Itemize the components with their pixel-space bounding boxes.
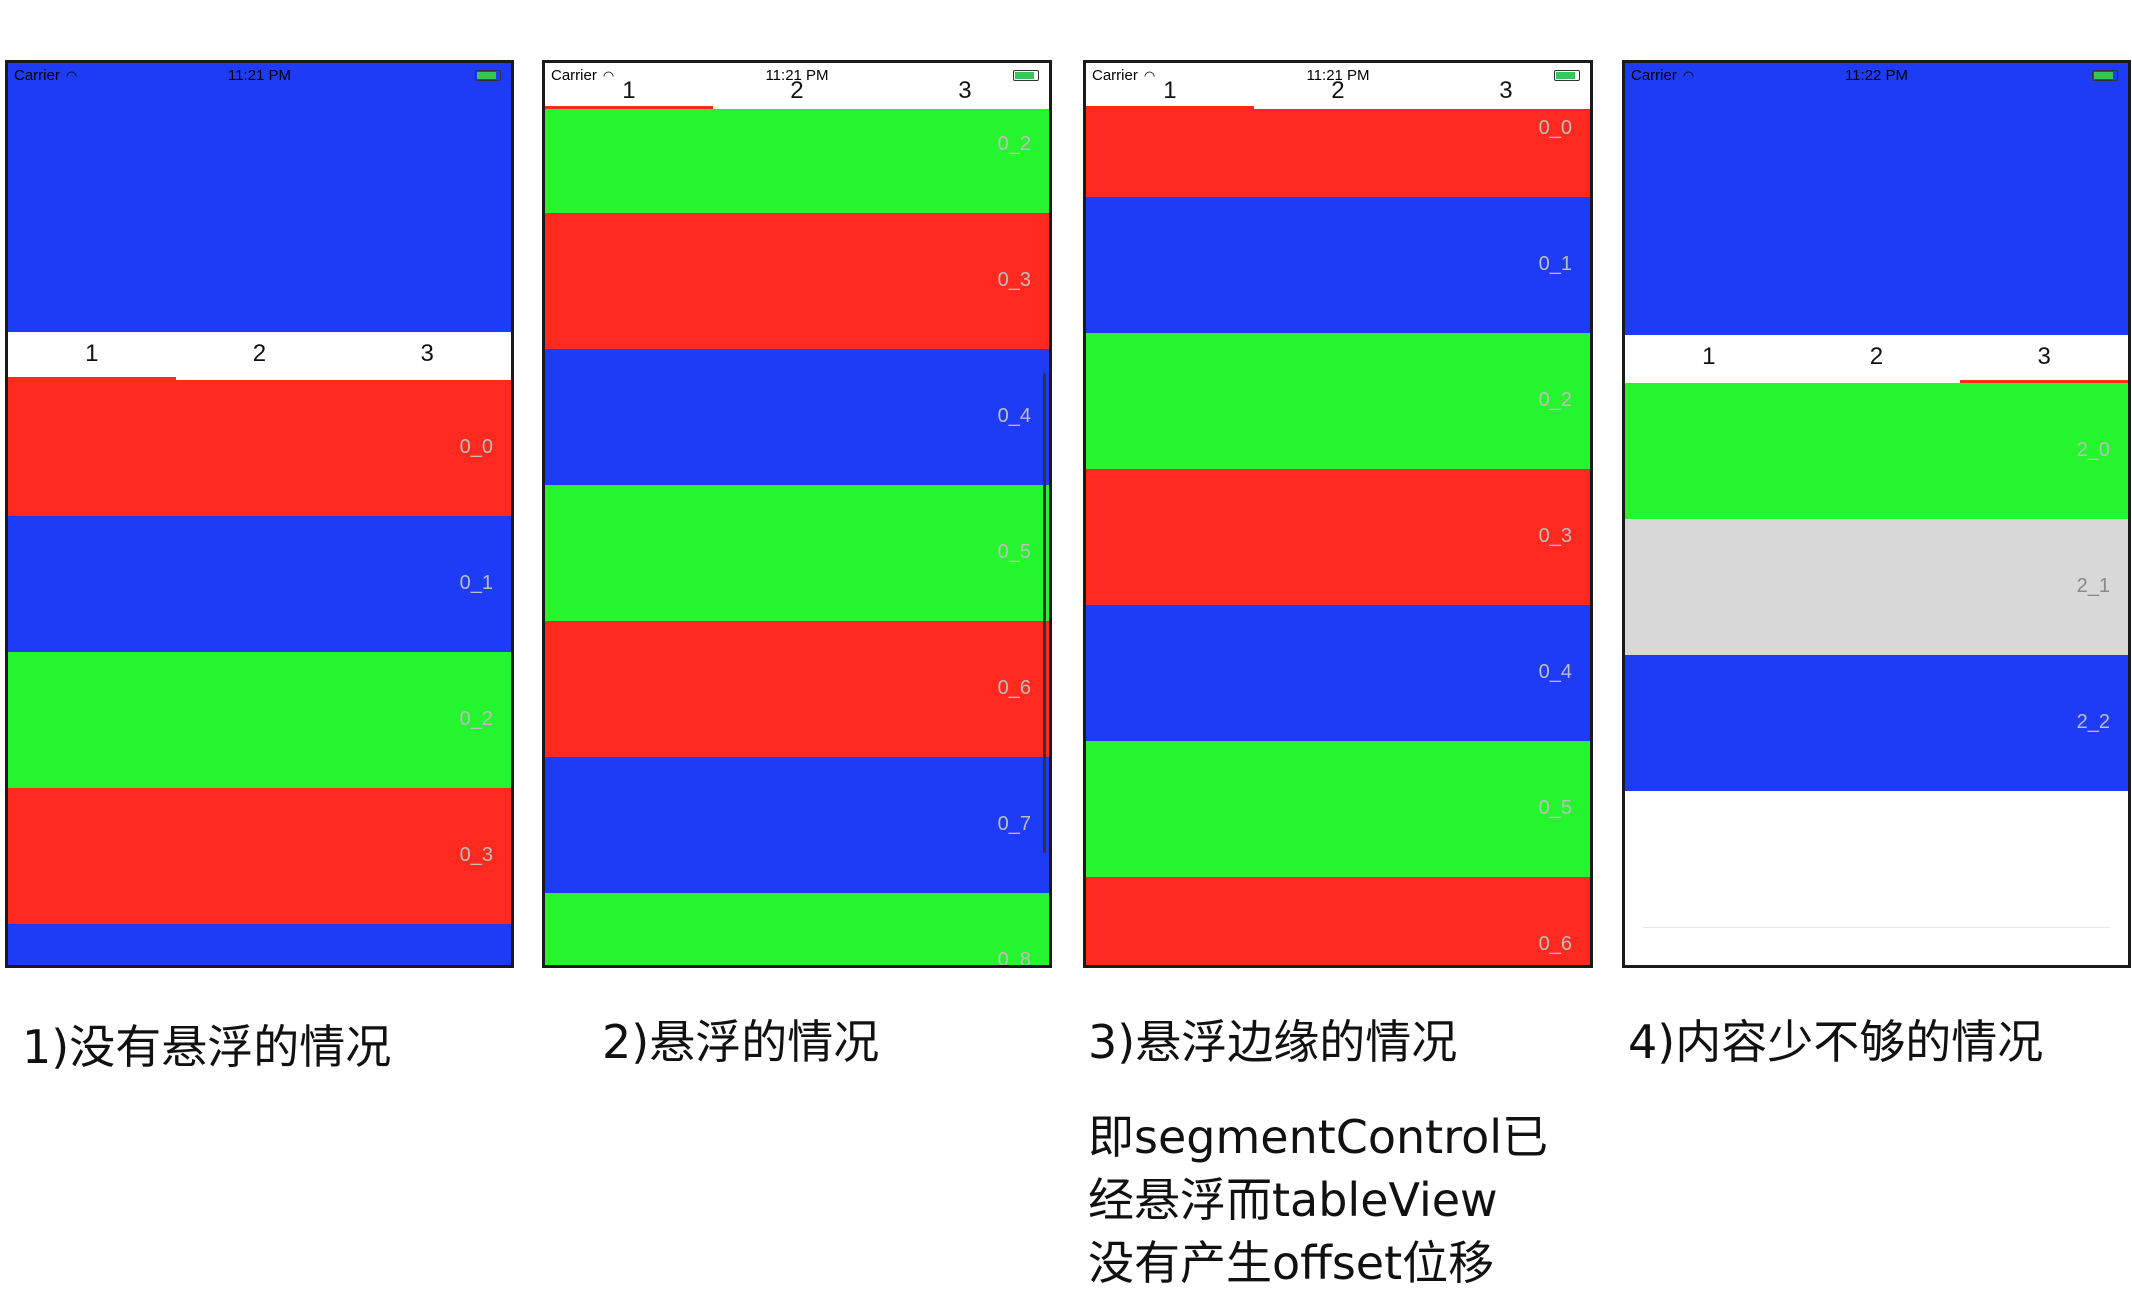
- table-row[interactable]: 0_6: [1086, 877, 1590, 965]
- table-row[interactable]: 0_3: [8, 788, 511, 924]
- wifi-icon: ◠: [1682, 68, 1695, 83]
- header-view: [1625, 63, 2128, 335]
- phone-panel-2: 1 2 3 Carrier ◠ 11:21 PM 0_2 0_3 0_4 0_5 …: [542, 60, 1052, 968]
- segment-tab-1[interactable]: 1: [1702, 343, 1716, 370]
- wifi-icon: ◠: [65, 68, 78, 83]
- battery-icon: [2092, 70, 2118, 81]
- table-row[interactable]: 0_8: [545, 893, 1049, 965]
- phone-panel-3: 1 2 3 Carrier ◠ 11:21 PM 0_0 0_1 0_2 0_3 …: [1083, 60, 1593, 968]
- table-row[interactable]: 0_5: [545, 485, 1049, 621]
- status-bar: Carrier ◠ 11:21 PM: [8, 63, 511, 89]
- table-row[interactable]: 2_0: [1625, 383, 2128, 519]
- scroll-indicator[interactable]: [1043, 373, 1046, 853]
- segment-tab-2[interactable]: 2: [1331, 77, 1345, 104]
- time-label: 11:21 PM: [227, 67, 292, 84]
- table-row[interactable]: 0_2: [8, 652, 511, 788]
- segment-tab-3[interactable]: 3: [420, 340, 434, 367]
- wifi-icon: ◠: [602, 68, 615, 83]
- time-label: 11:21 PM: [1306, 67, 1370, 84]
- battery-icon: [1554, 70, 1580, 81]
- table-row[interactable]: 0_3: [1086, 469, 1590, 605]
- table-row[interactable]: [8, 924, 511, 965]
- segment-tab-2[interactable]: 2: [252, 340, 267, 367]
- segment-tab-3[interactable]: 3: [2037, 343, 2051, 370]
- caption-1: 1)没有悬浮的情况: [22, 1020, 392, 1074]
- note-line-2: 经悬浮而tableView: [1088, 1173, 1498, 1227]
- segment-control: 1 2 3: [545, 63, 1049, 109]
- segment-control: 1 2 3: [1086, 63, 1590, 109]
- table-row[interactable]: 0_7: [545, 757, 1049, 893]
- status-bar: Carrier ◠ 11:21 PM: [545, 63, 1049, 89]
- segment-control: 1 2 3: [1625, 335, 2128, 383]
- segment-indicator: [1086, 106, 1254, 109]
- table-row[interactable]: 2_1: [1625, 519, 2128, 655]
- carrier-label: Carrier ◠: [1631, 67, 1695, 84]
- table-row[interactable]: 2_2: [1625, 655, 2128, 791]
- table-row[interactable]: 0_6: [545, 621, 1049, 757]
- carrier-label: Carrier ◠: [14, 67, 78, 84]
- segment-tab-1[interactable]: 1: [622, 77, 636, 104]
- table-row[interactable]: 0_3: [545, 213, 1049, 349]
- row-separator: [1643, 927, 2110, 928]
- caption-2: 2)悬浮的情况: [602, 1015, 880, 1069]
- note-line-1: 即segmentControl已: [1088, 1110, 1549, 1164]
- table-row[interactable]: 0_1: [8, 516, 511, 652]
- carrier-label: Carrier ◠: [1092, 67, 1156, 84]
- table-row[interactable]: 0_0: [8, 380, 511, 516]
- phone-panel-1: Carrier ◠ 11:21 PM 1 2 3 0_0 0_1 0_2 0_3: [5, 60, 514, 968]
- table-row[interactable]: 0_2: [545, 109, 1049, 213]
- time-label: 11:22 PM: [1844, 67, 1909, 84]
- time-label: 11:21 PM: [765, 67, 829, 84]
- carrier-label: Carrier ◠: [551, 67, 615, 84]
- segment-tab-3[interactable]: 3: [1499, 77, 1513, 104]
- caption-4: 4)内容少不够的情况: [1628, 1015, 2044, 1069]
- segment-indicator: [1960, 380, 2128, 383]
- segment-tab-1[interactable]: 1: [85, 340, 99, 367]
- segment-tab-1[interactable]: 1: [1163, 77, 1177, 104]
- note-line-3: 没有产生offset位移: [1088, 1236, 1495, 1290]
- segment-tab-2[interactable]: 2: [1869, 343, 1884, 370]
- battery-icon: [1013, 70, 1039, 81]
- segment-indicator: [545, 106, 713, 109]
- status-bar: Carrier ◠ 11:22 PM: [1625, 63, 2128, 89]
- segment-tab-3[interactable]: 3: [958, 77, 972, 104]
- battery-icon: [475, 70, 501, 81]
- header-view: [8, 63, 511, 332]
- table-row[interactable]: 0_4: [545, 349, 1049, 485]
- phone-panel-4: Carrier ◠ 11:22 PM 1 2 3 2_0 2_1 2_2: [1622, 60, 2131, 968]
- segment-indicator: [8, 377, 176, 380]
- table-row[interactable]: 0_5: [1086, 741, 1590, 877]
- wifi-icon: ◠: [1143, 68, 1156, 83]
- table-row[interactable]: 0_0: [1086, 109, 1590, 197]
- table-row[interactable]: 0_1: [1086, 197, 1590, 333]
- segment-control: 1 2 3: [8, 332, 511, 380]
- table-row[interactable]: 0_4: [1086, 605, 1590, 741]
- caption-3: 3)悬浮边缘的情况: [1088, 1015, 1458, 1069]
- segment-tab-2[interactable]: 2: [790, 77, 804, 104]
- status-bar: Carrier ◠ 11:21 PM: [1086, 63, 1590, 89]
- table-row[interactable]: 0_2: [1086, 333, 1590, 469]
